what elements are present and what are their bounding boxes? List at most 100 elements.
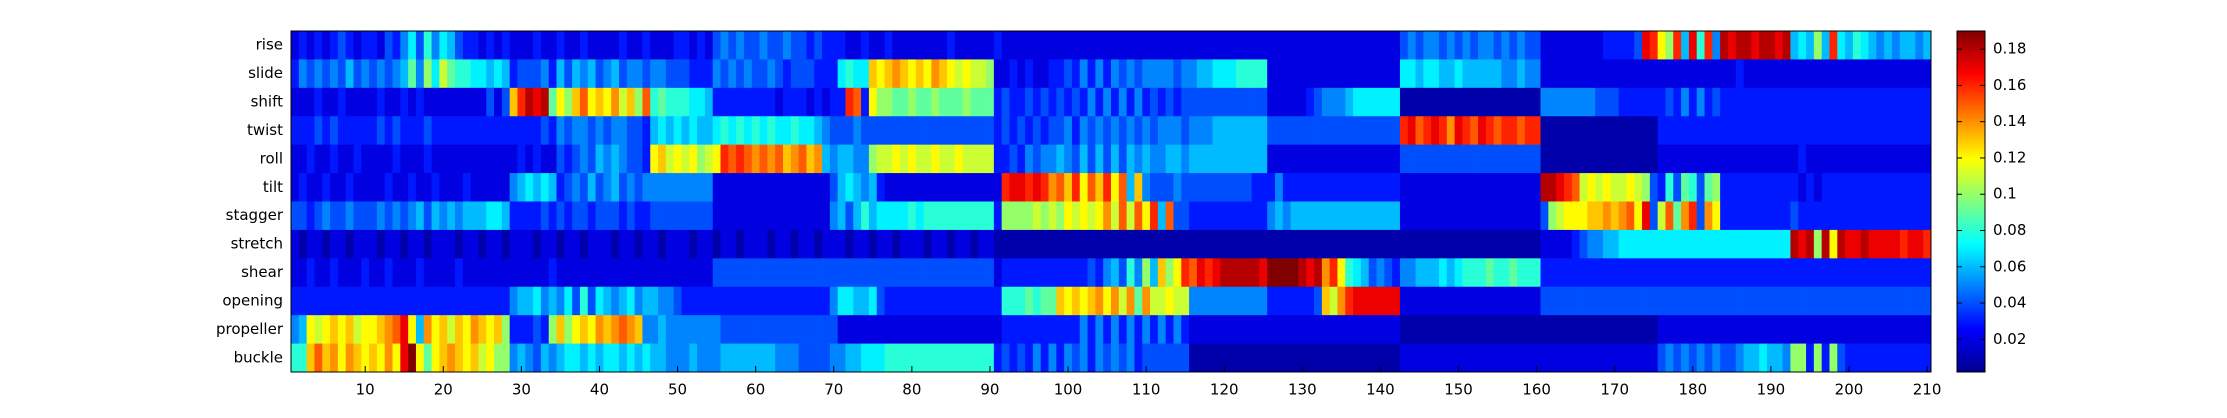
heatmap-cell [1767, 144, 1776, 174]
heatmap-cell [1017, 201, 1026, 231]
heatmap-cell [1189, 144, 1198, 174]
heatmap-cell [1884, 59, 1893, 89]
heatmap-cell [400, 31, 409, 60]
heatmap-cell [1915, 343, 1924, 373]
heatmap-cell [673, 173, 682, 202]
heatmap-cell [1243, 31, 1252, 60]
heatmap-cell [1563, 258, 1573, 288]
heatmap-cell [1368, 229, 1377, 259]
heatmap-cell [861, 201, 870, 231]
heatmap-cell [619, 87, 628, 117]
heatmap-cell [1071, 59, 1081, 89]
heatmap-cell [704, 229, 714, 259]
heatmap-cell [1899, 31, 1908, 60]
heatmap-cell [1353, 258, 1362, 288]
heatmap-cell [1907, 286, 1916, 316]
heatmap-cell [892, 173, 901, 202]
x-tick-label: 130 [1288, 381, 1317, 399]
heatmap-cell [486, 201, 495, 231]
heatmap-cell [1423, 144, 1432, 174]
heatmap-cell [337, 343, 347, 373]
heatmap-cell [1025, 116, 1034, 146]
heatmap-cell [462, 315, 472, 344]
heatmap-cell [525, 343, 534, 373]
row-label: opening [222, 291, 283, 309]
heatmap-cell [689, 116, 698, 146]
heatmap-cell [1767, 59, 1776, 89]
heatmap-cell [1517, 201, 1526, 231]
heatmap-cell [556, 144, 565, 174]
heatmap-cell [736, 286, 745, 316]
heatmap-cell [704, 315, 714, 344]
heatmap-cell [947, 201, 956, 231]
heatmap-cell [1376, 87, 1385, 117]
heatmap-cell [611, 201, 620, 231]
heatmap-cell [751, 229, 760, 259]
heatmap-cell [814, 201, 823, 231]
heatmap-cell [1399, 87, 1409, 117]
heatmap-cell [634, 286, 643, 316]
heatmap-cell [829, 286, 839, 316]
heatmap-cell [907, 59, 917, 89]
heatmap-cell [681, 286, 690, 316]
heatmap-cell [314, 144, 323, 174]
heatmap-cell [658, 116, 667, 146]
heatmap-cell [1376, 116, 1385, 146]
heatmap-cell [642, 201, 651, 231]
heatmap-cell [704, 116, 714, 146]
heatmap-cell [455, 343, 464, 373]
x-tick-label: 170 [1600, 381, 1629, 399]
heatmap-cell [1634, 258, 1643, 288]
heatmap-cell [494, 258, 503, 288]
heatmap-cell [1923, 286, 1932, 316]
heatmap-cell [1345, 286, 1354, 316]
heatmap-cell [611, 59, 620, 89]
heatmap-cell [892, 315, 901, 344]
heatmap-cell [579, 258, 589, 288]
heatmap-cell [736, 343, 745, 373]
heatmap-cell [384, 315, 393, 344]
heatmap-cell [525, 286, 534, 316]
heatmap-cell [423, 31, 432, 60]
heatmap-cell [439, 59, 448, 89]
heatmap-cell [1743, 315, 1752, 344]
heatmap-cell [853, 286, 862, 316]
heatmap-cell [665, 87, 675, 117]
heatmap-cell [1540, 31, 1549, 60]
heatmap-cell [509, 343, 518, 373]
heatmap-cell [439, 286, 448, 316]
heatmap-cell [1618, 144, 1627, 174]
heatmap-cell [1259, 229, 1268, 259]
heatmap-cell [1829, 315, 1838, 344]
heatmap-cell [1884, 229, 1893, 259]
heatmap-cell [1142, 59, 1151, 89]
heatmap-cell [712, 31, 721, 60]
heatmap-cell [306, 87, 315, 117]
colorbar-tick-label: 0.16 [1993, 76, 2026, 94]
heatmap-cell [868, 315, 878, 344]
heatmap-cell [369, 286, 378, 316]
heatmap-cell [1056, 116, 1065, 146]
heatmap-cell [1673, 343, 1682, 373]
heatmap-cell [1173, 31, 1182, 60]
heatmap-cell [736, 59, 745, 89]
heatmap-cell [1759, 31, 1768, 60]
heatmap-cell [1001, 144, 1010, 174]
heatmap-cell [1595, 116, 1604, 146]
heatmap-cell [1001, 315, 1010, 344]
heatmap-cell [1876, 315, 1885, 344]
heatmap-cell [291, 286, 300, 316]
heatmap-cell [626, 173, 636, 202]
heatmap-cell [658, 229, 667, 259]
heatmap-cell [1860, 315, 1869, 344]
heatmap-cell [1517, 315, 1526, 344]
heatmap-cell [923, 116, 932, 146]
heatmap-cell [1196, 31, 1206, 60]
heatmap-cell [1282, 59, 1292, 89]
heatmap-cell [525, 229, 534, 259]
heatmap-cell [822, 286, 831, 316]
heatmap-cell [1189, 343, 1198, 373]
heatmap-cell [868, 173, 878, 202]
heatmap-cell [1634, 201, 1643, 231]
